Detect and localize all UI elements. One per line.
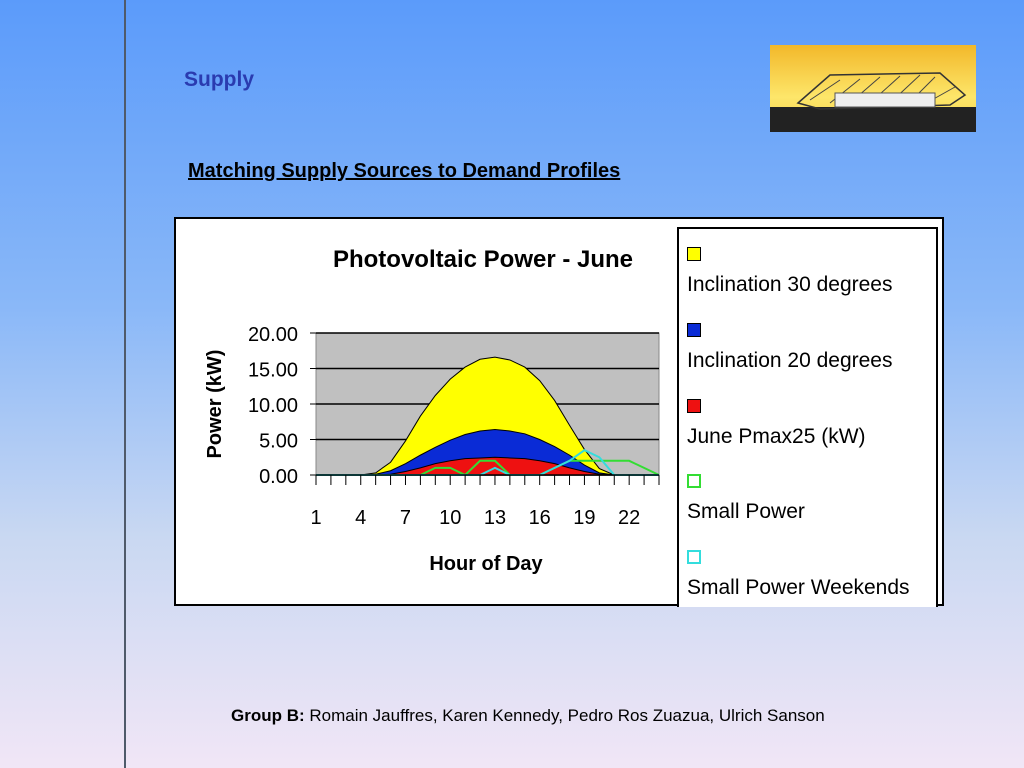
legend-item-inclination-20: Inclination 20 degrees [687, 313, 936, 377]
chart-legend: Inclination 30 degrees Inclination 20 de… [677, 227, 938, 607]
legend-label: Small Power [687, 500, 805, 523]
x-tick-label: 7 [400, 507, 411, 529]
photovoltaic-chart: 0.00 5.00 10.00 15.00 20.00 1 4 7 10 13 16 19 22 Phot… [204, 246, 660, 575]
y-tick-label: 0.00 [259, 466, 298, 488]
x-tick-label: 16 [529, 507, 551, 529]
y-tick-label: 10.00 [248, 395, 298, 417]
legend-item-small-power-weekends: Small Power Weekends [687, 540, 936, 604]
legend-swatch-inclination-30 [687, 247, 701, 261]
x-tick-label: 19 [573, 507, 595, 529]
legend-item-inclination-30: Inclination 30 degrees [687, 237, 936, 301]
legend-swatch-small-power-weekends [687, 550, 701, 564]
chart-title: Photovoltaic Power - June [333, 246, 633, 273]
footer-names: Romain Jauffres, Karen Kennedy, Pedro Ro… [304, 706, 825, 725]
legend-label: Inclination 30 degrees [687, 273, 893, 296]
x-axis-label: Hour of Day [429, 553, 543, 575]
legend-label: June Pmax25 (kW) [687, 425, 866, 448]
legend-swatch-small-power [687, 474, 701, 488]
left-divider-line [124, 0, 126, 768]
x-tick-label: 13 [484, 507, 506, 529]
legend-swatch-inclination-20 [687, 323, 701, 337]
x-tick-label: 4 [355, 507, 366, 529]
y-axis-label: Power (kW) [204, 350, 226, 459]
legend-item-june-pmax25: June Pmax25 (kW) [687, 389, 936, 453]
legend-label: Small Power Weekends [687, 576, 910, 599]
x-tick-label: 1 [310, 507, 321, 529]
building-logo-image [770, 45, 976, 132]
y-tick-label: 5.00 [259, 431, 298, 453]
slide-subtitle: Matching Supply Sources to Demand Profil… [188, 160, 621, 182]
x-tick-label: 10 [439, 507, 461, 529]
section-title: Supply [184, 68, 255, 91]
footer-credits: Group B: Romain Jauffres, Karen Kennedy,… [231, 706, 825, 726]
x-tick-label: 22 [618, 507, 640, 529]
y-tick-label: 20.00 [248, 324, 298, 346]
legend-swatch-june-pmax25 [687, 399, 701, 413]
legend-item-small-power: Small Power [687, 464, 936, 528]
legend-label: Inclination 20 degrees [687, 349, 893, 372]
footer-group-label: Group B: [231, 706, 305, 725]
y-tick-label: 15.00 [248, 360, 298, 382]
